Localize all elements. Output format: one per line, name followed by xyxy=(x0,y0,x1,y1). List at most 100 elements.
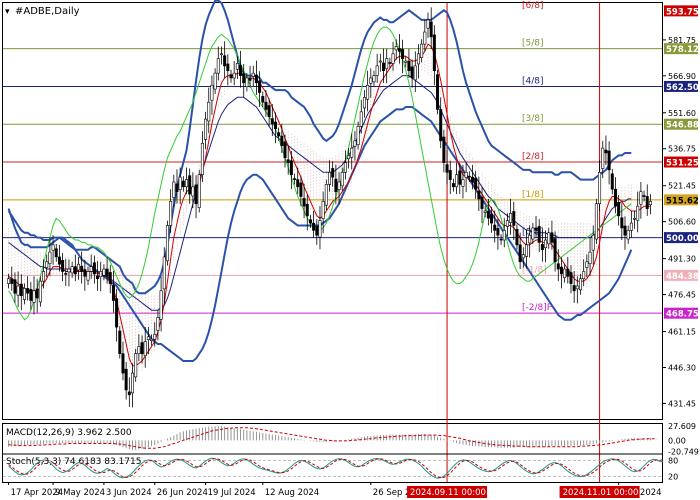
candle-bull xyxy=(172,181,176,198)
candle-bull xyxy=(563,268,567,279)
candle-bull xyxy=(350,147,354,158)
candle-bull xyxy=(318,220,322,238)
y-tick-label: 521.45 xyxy=(668,182,696,191)
x-tick-label: 12 Aug 2024 xyxy=(265,488,319,498)
y-tick-label: 461.15 xyxy=(668,328,696,337)
candle-bear xyxy=(108,272,112,284)
candle-bull xyxy=(200,142,204,176)
price-tag xyxy=(664,5,698,17)
candle-bull xyxy=(204,118,208,140)
candle-bull xyxy=(455,174,459,188)
candle-bull xyxy=(366,84,370,100)
candle-bull xyxy=(426,19,430,29)
candle-bull xyxy=(165,225,169,262)
macd-panel: 27.609 0.00 -20.749 xyxy=(8,422,699,456)
candle-bear xyxy=(572,285,576,292)
price-tag xyxy=(664,307,698,319)
candle-bull xyxy=(185,179,189,188)
candle-bear xyxy=(499,238,503,241)
candle-bull xyxy=(42,271,46,282)
y-tick-label: 581.75 xyxy=(668,36,696,45)
price-tag-label: 515.62 xyxy=(666,196,699,206)
candle-bull xyxy=(143,341,147,356)
candle-bear xyxy=(537,226,541,243)
candle-bull xyxy=(89,266,93,272)
candle-bull xyxy=(585,261,589,268)
stoch-tick-label: 20 xyxy=(668,473,678,482)
candle-bull xyxy=(521,254,525,259)
murrey-level-label: [1/8] xyxy=(522,190,544,200)
candle-bear xyxy=(239,65,243,76)
x-tick-label: 26 Sep 2024 xyxy=(373,488,427,498)
candle-bull xyxy=(362,97,366,109)
x-tick-label: 19 Jul 2024 xyxy=(208,488,256,498)
candle-bear xyxy=(248,77,252,81)
candle-bear xyxy=(194,184,198,205)
candle-bear xyxy=(397,48,401,52)
candle-bear xyxy=(118,330,122,354)
candle-bull xyxy=(648,201,652,206)
candle-bull xyxy=(629,222,633,231)
y-tick-label: 476.45 xyxy=(668,291,696,300)
candle-bull xyxy=(416,53,420,65)
candle-bear xyxy=(229,74,233,79)
y-tick-label: 566.90 xyxy=(668,72,696,81)
candle-bear xyxy=(26,288,30,294)
chart-symbol: #ADBE,Daily xyxy=(15,6,80,17)
candle-bear xyxy=(305,203,309,217)
candle-bear xyxy=(175,183,179,192)
candle-bear xyxy=(645,196,649,209)
candle-bull xyxy=(99,271,103,278)
candle-bear xyxy=(264,101,268,110)
price-tag xyxy=(664,194,698,206)
y-tick-label: 491.30 xyxy=(668,255,696,264)
macd-tick-label: -20.749 xyxy=(668,447,699,456)
y-tick-label: 506.60 xyxy=(668,218,696,227)
candle-bull xyxy=(343,162,347,173)
candle-bear xyxy=(226,63,230,72)
candle-bull xyxy=(169,201,173,226)
candle-bull xyxy=(391,53,395,64)
triangle-icon: ▾ xyxy=(5,7,10,17)
candle-bull xyxy=(340,172,344,187)
candle-bear xyxy=(617,201,621,217)
candle-bull xyxy=(582,271,586,280)
candle-bear xyxy=(64,273,68,275)
candle-bull xyxy=(76,263,80,271)
candle-bull xyxy=(601,147,605,169)
candle-bull xyxy=(191,186,195,197)
price-tag xyxy=(664,156,698,168)
y-tick-label: 551.60 xyxy=(668,109,696,118)
candle-bear xyxy=(486,210,490,219)
candle-bull xyxy=(235,63,239,70)
candle-bull xyxy=(150,338,154,341)
candle-bull xyxy=(207,101,211,122)
price-tag-label: 546.88 xyxy=(666,121,699,131)
stoch-signal-line xyxy=(8,457,664,479)
candle-bull xyxy=(594,203,598,240)
candle-bull xyxy=(375,65,379,76)
candle-bear xyxy=(607,150,611,171)
x-tick-label: 3 Jun 2024 xyxy=(106,488,152,498)
candle-bear xyxy=(436,74,440,110)
candle-bull xyxy=(219,53,223,56)
candle-bear xyxy=(331,168,335,178)
x-tick-label: 17 Apr 2024 xyxy=(11,488,64,498)
candle-bear xyxy=(29,289,33,301)
candle-bull xyxy=(245,77,249,87)
candle-bear xyxy=(493,224,497,231)
candle-bear xyxy=(410,66,414,79)
candle-bear xyxy=(267,105,271,117)
candle-bull xyxy=(210,84,214,101)
candle-bear xyxy=(407,60,411,72)
candle-bear xyxy=(458,170,462,185)
candle-bull xyxy=(153,334,157,340)
candle-bear xyxy=(642,195,646,197)
candle-bear xyxy=(258,80,262,93)
candle-bear xyxy=(388,62,392,64)
candle-bear xyxy=(296,179,300,188)
candle-bull xyxy=(321,201,325,220)
candle-bull xyxy=(178,176,182,191)
